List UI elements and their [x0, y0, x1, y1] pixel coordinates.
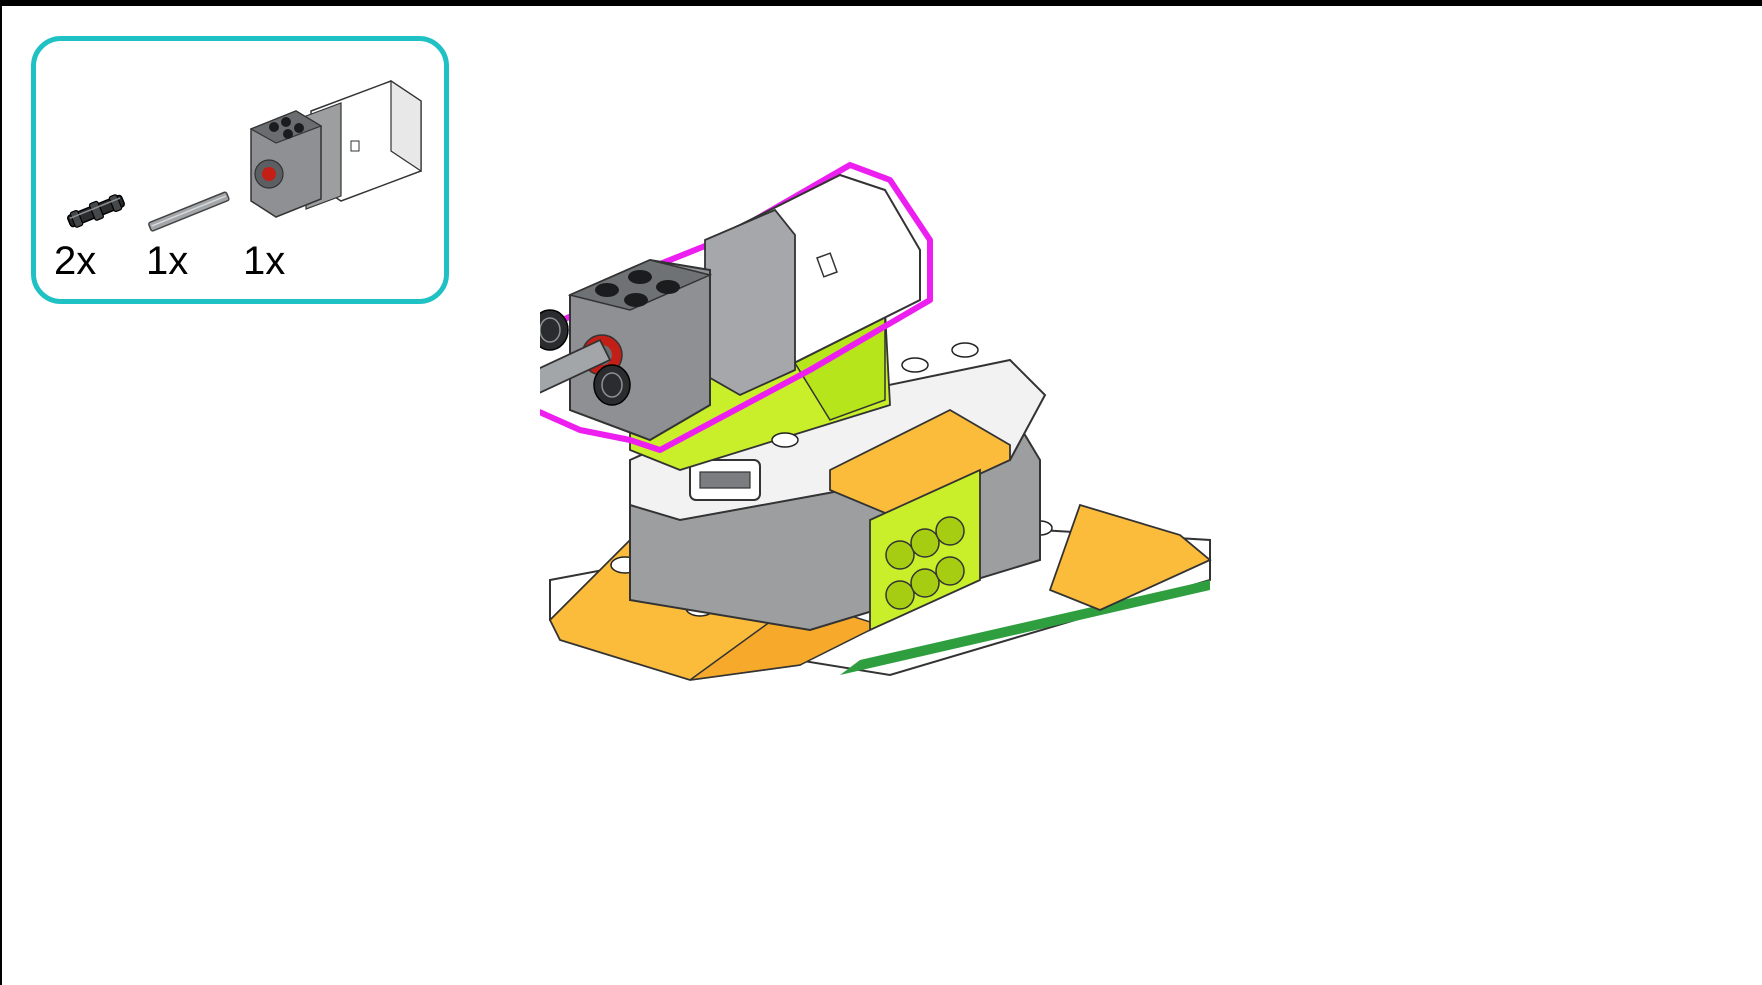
- connector-peg-icon: [67, 194, 125, 228]
- axle-icon: [148, 191, 230, 232]
- left-border: [0, 0, 2, 985]
- orange-block: [829, 408, 1011, 516]
- medium-motor-icon: [249, 79, 422, 218]
- medium-motor-quantity: 1x: [243, 239, 286, 283]
- connector-peg-quantity: 2x: [54, 239, 97, 283]
- model-assembly-illustration: [540, 162, 1212, 681]
- axle-quantity: 1x: [146, 239, 189, 283]
- top-border: [0, 0, 1762, 6]
- motor-axle: [540, 338, 612, 394]
- parts-list-panel: 2x 1x 1x: [31, 36, 449, 304]
- motor-pegs: [540, 309, 631, 406]
- orange-slope-right: [1048, 503, 1212, 611]
